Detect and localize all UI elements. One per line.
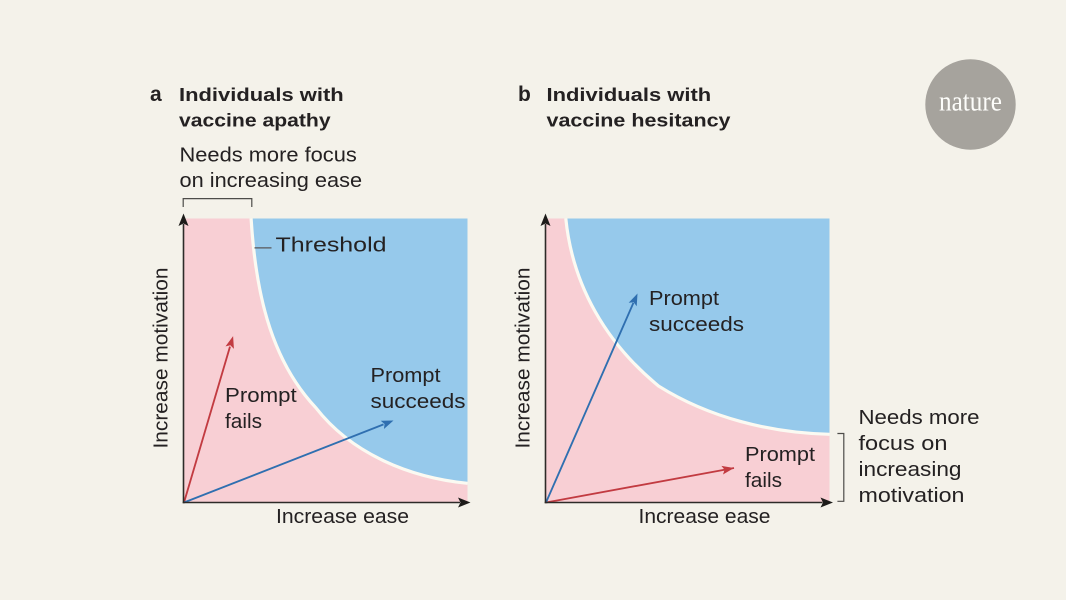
svg-text:Increase motivation: Increase motivation xyxy=(151,268,173,449)
svg-text:vaccine hesitancy: vaccine hesitancy xyxy=(547,110,732,131)
svg-text:b: b xyxy=(518,83,531,106)
svg-text:focus on: focus on xyxy=(859,433,948,455)
svg-text:vaccine apathy: vaccine apathy xyxy=(179,110,331,131)
svg-text:fails: fails xyxy=(745,470,782,492)
svg-text:on increasing ease: on increasing ease xyxy=(180,170,363,192)
svg-text:Threshold: Threshold xyxy=(276,235,387,257)
svg-text:Increase ease: Increase ease xyxy=(639,506,771,528)
svg-text:succeeds: succeeds xyxy=(649,314,744,336)
svg-text:fails: fails xyxy=(225,411,262,433)
svg-text:Prompt: Prompt xyxy=(225,385,297,407)
svg-text:Increase ease: Increase ease xyxy=(276,506,409,528)
svg-text:Increase motivation: Increase motivation xyxy=(513,268,535,449)
svg-text:Prompt: Prompt xyxy=(745,444,815,466)
svg-text:nature: nature xyxy=(939,86,1002,118)
svg-text:Prompt: Prompt xyxy=(649,288,719,310)
svg-text:Individuals with: Individuals with xyxy=(547,84,712,105)
svg-text:Individuals with: Individuals with xyxy=(179,84,344,105)
svg-text:increasing: increasing xyxy=(859,459,962,481)
svg-text:succeeds: succeeds xyxy=(371,391,466,413)
svg-text:Needs more: Needs more xyxy=(859,407,980,429)
svg-text:Needs more focus: Needs more focus xyxy=(180,145,357,167)
svg-text:Prompt: Prompt xyxy=(371,365,441,387)
svg-text:a: a xyxy=(150,83,162,106)
svg-text:motivation: motivation xyxy=(859,485,965,507)
